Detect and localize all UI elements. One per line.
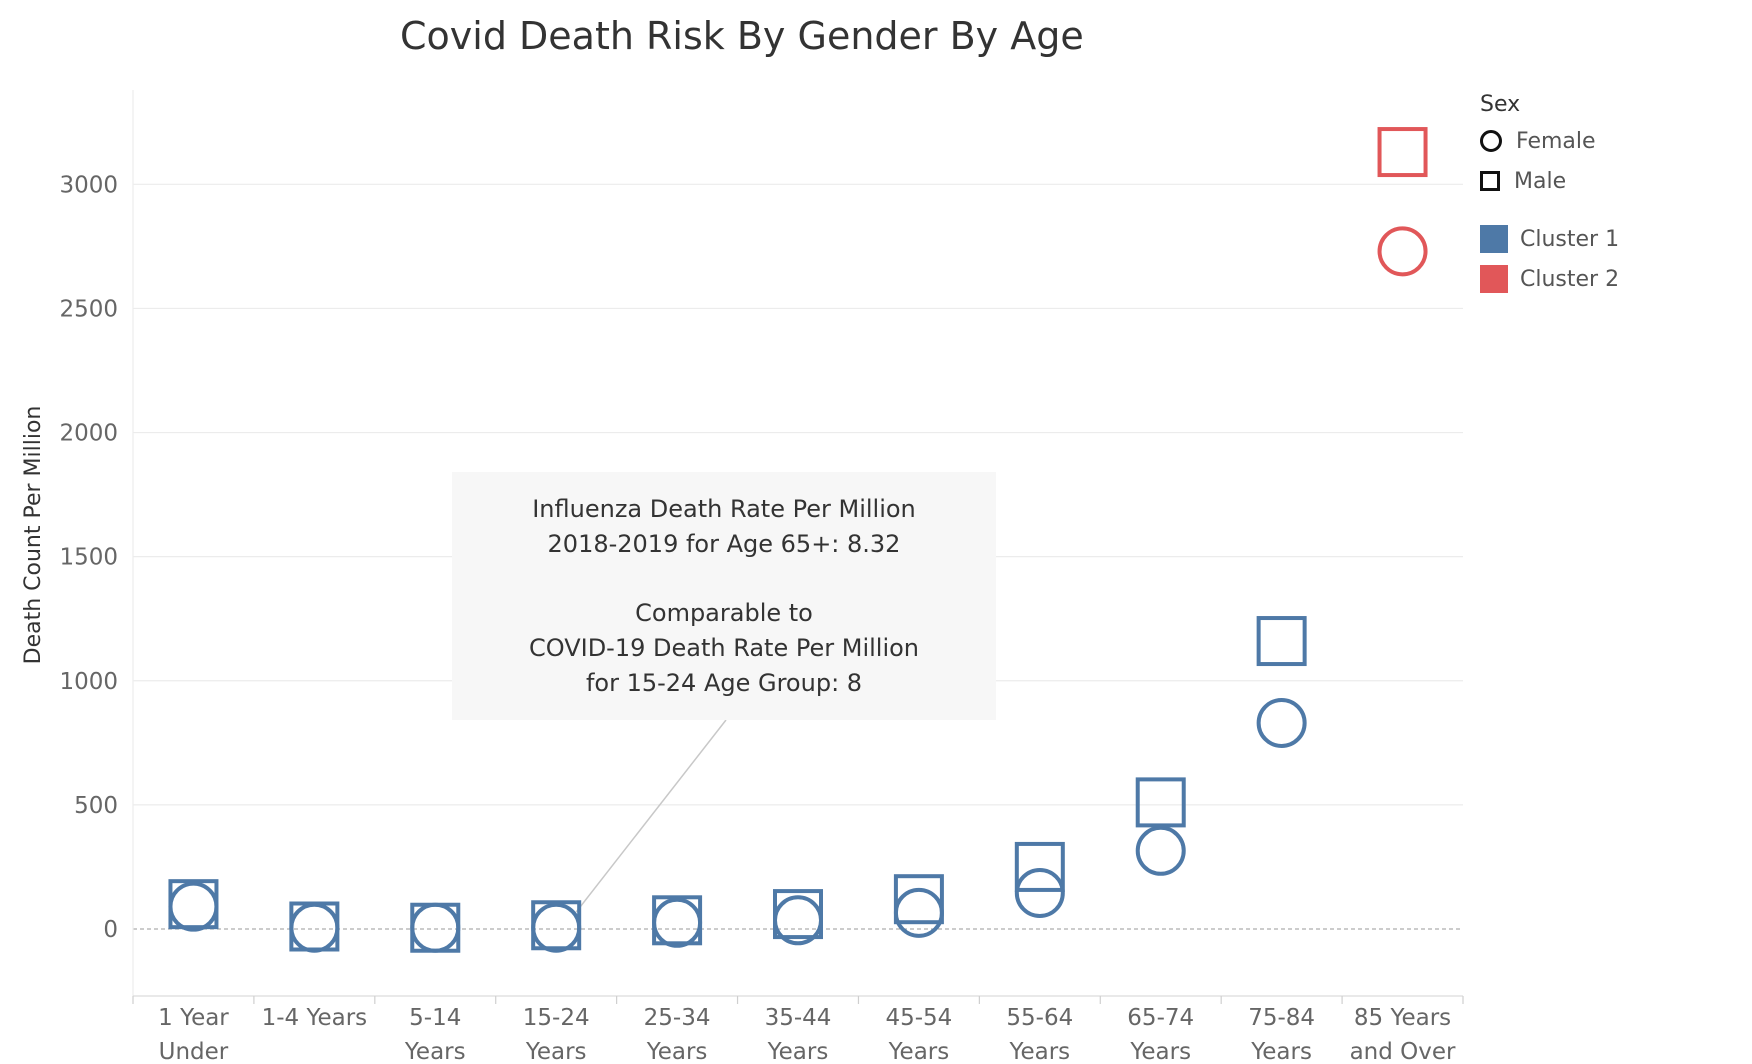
- x-tick-label: 1-4 Years: [262, 1005, 368, 1031]
- y-tick-label: 3000: [59, 172, 118, 198]
- x-tick-label: 45-54: [885, 1005, 952, 1031]
- female-point: [1377, 226, 1428, 277]
- x-tick-label: and Over: [1350, 1039, 1456, 1064]
- x-tick-label: 15-24: [523, 1005, 590, 1031]
- annotation-leader-line: [575, 719, 727, 913]
- legend-item-female[interactable]: Female: [1480, 121, 1619, 161]
- axes: 0 500 1000 1500 2000 2500 3000 1 Year Under 1-4 Y…: [59, 90, 1464, 1064]
- legend-item-male[interactable]: Male: [1480, 161, 1619, 201]
- male-point: [1135, 777, 1186, 828]
- annotation-line: for 15-24 Age Group: 8: [585, 668, 863, 697]
- x-tick-label: Years: [646, 1039, 708, 1064]
- male-point: [410, 902, 461, 953]
- legend-title: Sex: [1480, 92, 1521, 117]
- x-tick-label: Years: [767, 1039, 829, 1064]
- circle-icon: [1480, 130, 1502, 152]
- female-point: [289, 902, 340, 953]
- x-tick-label: Years: [525, 1039, 587, 1064]
- cluster-1-swatch: [1480, 225, 1508, 253]
- annotation-line: COVID-19 Death Rate Per Million: [528, 633, 920, 662]
- female-point: [531, 902, 582, 953]
- y-tick-label: 2000: [59, 421, 118, 447]
- female-point: [652, 897, 703, 948]
- male-point: [168, 879, 219, 930]
- female-point: [1014, 867, 1065, 918]
- x-tick-label: 25-34: [644, 1005, 711, 1031]
- y-tick-label: 2500: [59, 296, 118, 322]
- male-point: [1256, 616, 1307, 667]
- x-tick-label: Under: [159, 1039, 229, 1064]
- x-tick-label: 65-74: [1127, 1005, 1194, 1031]
- y-tick-label: 500: [74, 793, 118, 819]
- annotation-line: Influenza Death Rate Per Million: [532, 494, 916, 523]
- male-point: [289, 901, 340, 952]
- female-point: [1135, 825, 1186, 876]
- y-tick-label: 1500: [59, 545, 118, 571]
- legend-label: Female: [1516, 128, 1596, 154]
- legend-label: Male: [1514, 168, 1567, 194]
- male-point: [531, 900, 582, 951]
- chart-title: Covid Death Risk By Gender By Age: [400, 14, 1084, 58]
- female-point: [1256, 697, 1307, 748]
- annotation-line: 2018-2019 for Age 65+: 8.32: [547, 529, 901, 558]
- male-point: [1014, 841, 1065, 892]
- x-tick-label: 75-84: [1248, 1005, 1315, 1031]
- x-tick-label: Years: [1008, 1039, 1070, 1064]
- x-tick-label: Years: [404, 1039, 466, 1064]
- x-tick-label: 5-14: [409, 1005, 461, 1031]
- legend: Sex Female Male Cluster 1 Cluster 2: [1480, 92, 1619, 299]
- legend-label: Cluster 1: [1520, 226, 1620, 252]
- legend-item-cluster-1[interactable]: Cluster 1: [1480, 219, 1619, 259]
- cluster-2-swatch: [1480, 265, 1508, 293]
- male-point: [773, 889, 823, 940]
- legend-label: Cluster 2: [1520, 266, 1620, 292]
- x-tick-label: 55-64: [1006, 1005, 1073, 1031]
- female-point: [168, 881, 219, 932]
- y-axis-label: Death Count Per Million: [21, 406, 46, 665]
- y-tick-label: 0: [103, 917, 118, 943]
- male-point: [1377, 127, 1428, 178]
- x-tick-label: 1 Year: [158, 1005, 229, 1031]
- x-tick-label: Years: [1250, 1039, 1312, 1064]
- annotation-line: Comparable to: [635, 598, 813, 627]
- female-point: [410, 902, 461, 953]
- male-point: [652, 895, 703, 946]
- annotation-box: Influenza Death Rate Per Million 2018-20…: [452, 472, 996, 720]
- male-point: [893, 874, 944, 925]
- x-tick-label: 35-44: [765, 1005, 832, 1031]
- legend-item-cluster-2[interactable]: Cluster 2: [1480, 259, 1619, 299]
- y-tick-label: 1000: [59, 669, 118, 695]
- x-tick-label: Years: [888, 1039, 950, 1064]
- x-tick-label: 85 Years: [1354, 1005, 1451, 1031]
- data-marks: [168, 127, 1428, 953]
- square-icon: [1480, 171, 1500, 191]
- x-tick-label: Years: [1129, 1039, 1191, 1064]
